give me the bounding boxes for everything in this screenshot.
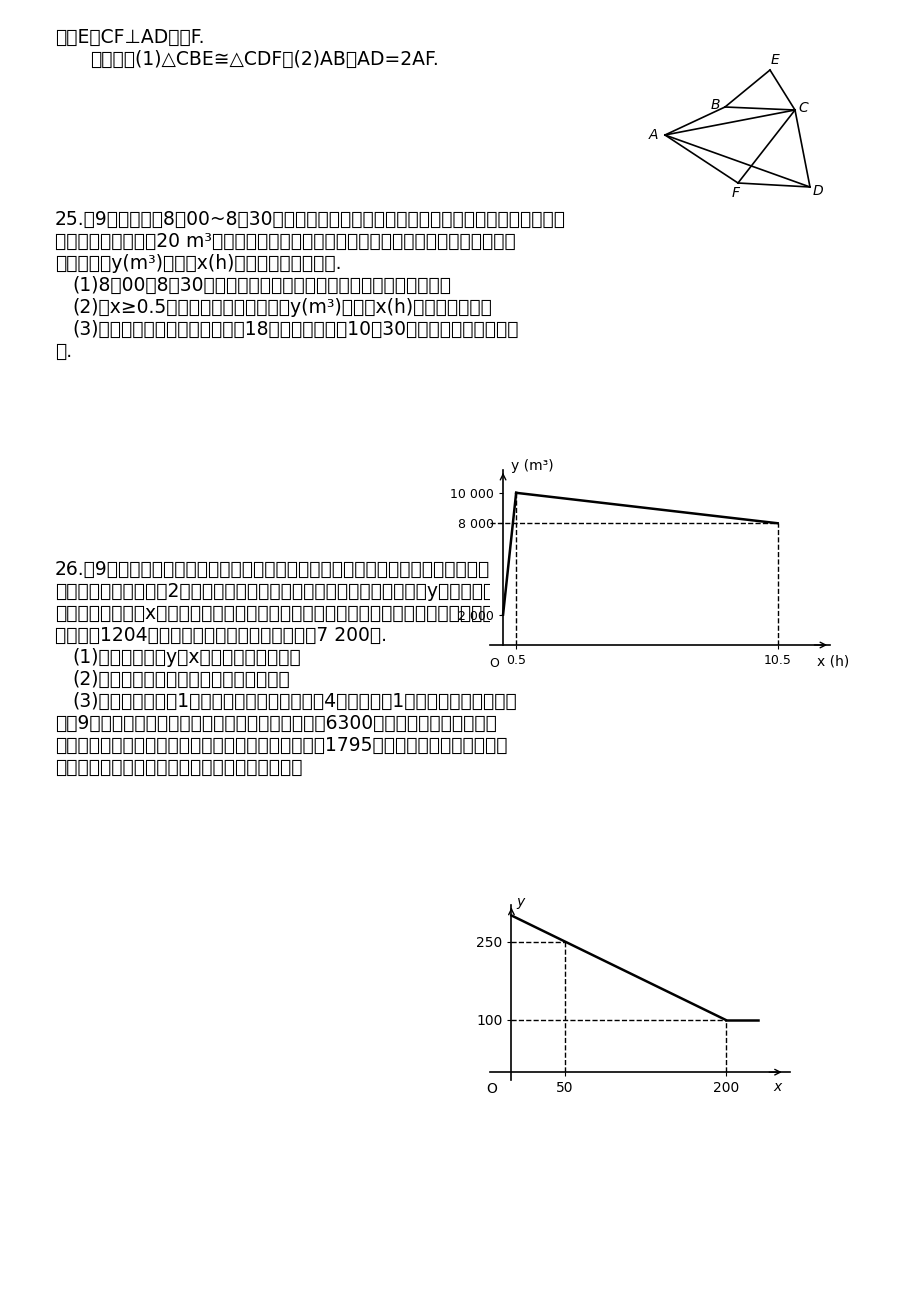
Text: A: A — [648, 127, 657, 142]
Text: (1)根据图像，求y与x之间的函数关系式；: (1)根据图像，求y与x之间的函数关系式； — [72, 647, 301, 667]
Text: B: B — [709, 98, 719, 112]
Text: 价是甲品牌进货单价的2倍，考虑各种因素，预计购进乙品牌文具盒的数量y（个）与甲: 价是甲品牌进货单价的2倍，考虑各种因素，预计购进乙品牌文具盒的数量y（个）与甲 — [55, 582, 494, 601]
Text: 试说明：(1)△CBE≅△CDF；(2)AB＋AD=2AF.: 试说明：(1)△CBE≅△CDF；(2)AB＋AD=2AF. — [90, 49, 438, 69]
Text: x: x — [772, 1080, 780, 1095]
Text: O: O — [486, 1082, 497, 1096]
Text: (1)8：00～8：30，燃气公司向储气罐注入了多少立方米的天然气？: (1)8：00～8：30，燃气公司向储气罐注入了多少立方米的天然气？ — [72, 276, 450, 295]
Text: 案？哪种方案能使获利最大？最大获利为多少元？: 案？哪种方案能使获利最大？最大获利为多少元？ — [55, 758, 302, 777]
Text: C: C — [798, 101, 807, 114]
Text: D: D — [811, 185, 823, 198]
Text: 文具盒，且这两种品牌的文具盒全部售出后获利不低于1795元，问该超市有几种进货方: 文具盒，且这两种品牌的文具盒全部售出后获利不低于1795元，问该超市有几种进货方 — [55, 736, 507, 755]
Text: O: O — [489, 658, 498, 671]
Text: y (m³): y (m³) — [510, 459, 553, 473]
Text: E: E — [770, 53, 778, 68]
Text: 26.（9分）某校校园超市老板到批发中心选购甲、乙两种品牌的文具盒，乙品牌的进货单: 26.（9分）某校校园超市老板到批发中心选购甲、乙两种品牌的文具盒，乙品牌的进货… — [55, 560, 512, 578]
Text: 获劗9元，根据学生需求，超市老板决定，准备用不超6300元购进甲、乙两种品牌的: 获劗9元，根据学生需求，超市老板决定，准备用不超6300元购进甲、乙两种品牌的 — [55, 714, 496, 733]
Text: (2)当x≥0.5时，求储气罐中的储气量y(m³)与时间x(h)的函数解析式；: (2)当x≥0.5时，求储气罐中的储气量y(m³)与时间x(h)的函数解析式； — [72, 298, 492, 317]
Text: (3)若该超市每销售1个甲种品牌的文具盒可获劗4元，每销售1个乙种品牌的文具盒可: (3)若该超市每销售1个甲种品牌的文具盒可获劗4元，每销售1个乙种品牌的文具盒可 — [72, 692, 516, 711]
Text: (2)求甲、乙两种品牌的文具盒进货单价；: (2)求甲、乙两种品牌的文具盒进货单价； — [72, 670, 289, 689]
Text: x (h): x (h) — [816, 654, 848, 668]
Text: 中的储气量y(m³)与时间x(h)的函数关系如图所示.: 中的储气量y(m³)与时间x(h)的函数关系如图所示. — [55, 254, 341, 273]
Text: 于点E，CF⊥AD于点F.: 于点E，CF⊥AD于点F. — [55, 29, 204, 47]
Text: 由.: 由. — [55, 342, 72, 361]
Text: 25.（9分）星期天8：00~8：30，新奥燃气公司给平安加气站的储气罐注入天然气。之后，: 25.（9分）星期天8：00~8：30，新奥燃气公司给平安加气站的储气罐注入天然… — [55, 211, 565, 229]
Text: F: F — [732, 186, 739, 200]
Text: (3)请你判断，正在排队等候的第18辆车能否在当天10：30之前加完气？请说明理: (3)请你判断，正在排队等候的第18辆车能否在当天10：30之前加完气？请说明理 — [72, 320, 518, 339]
Text: 品牌文具盒的数量x（个）之间的函数关系如图所示。当购进的甲、乙品牌的文具盒中，: 品牌文具盒的数量x（个）之间的函数关系如图所示。当购进的甲、乙品牌的文具盒中， — [55, 604, 494, 623]
Text: 甲品牌有1204个时，购进甲、乙品牌文具盒共隘7 200元.: 甲品牌有1204个时，购进甲、乙品牌文具盒共隘7 200元. — [55, 627, 387, 645]
Text: 一位工作人员以每车20 m³的加气量，依次给在加气站排队等候的若干辆车加气。储气罐: 一位工作人员以每车20 m³的加气量，依次给在加气站排队等候的若干辆车加气。储气… — [55, 231, 516, 251]
Text: y: y — [516, 896, 525, 909]
